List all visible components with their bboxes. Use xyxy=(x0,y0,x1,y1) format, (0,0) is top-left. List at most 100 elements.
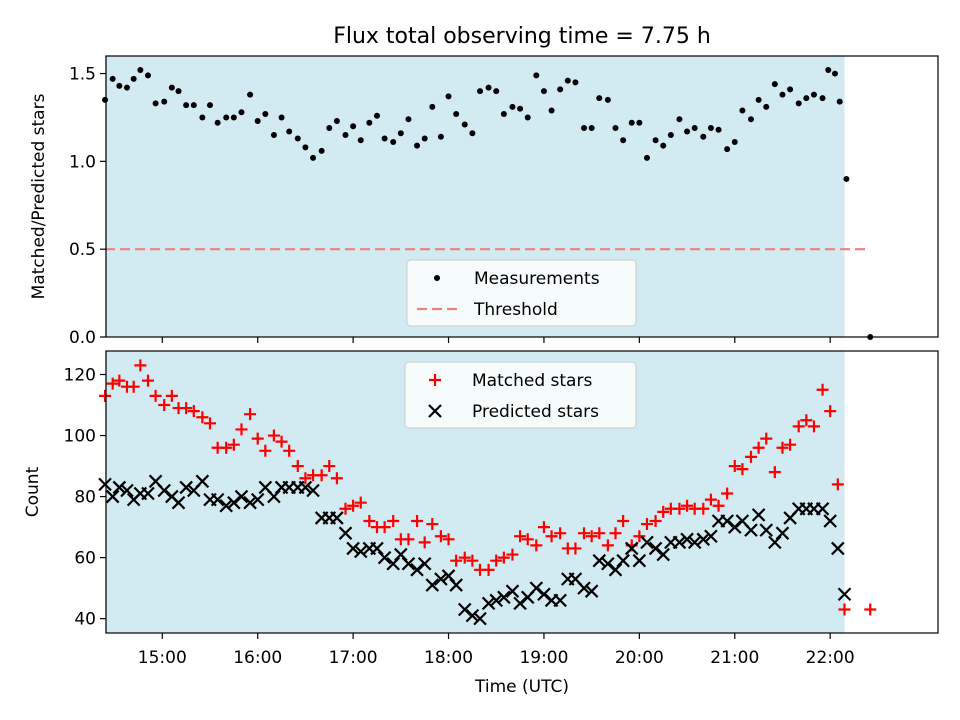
predicted-point xyxy=(346,541,360,556)
matched-point xyxy=(824,405,837,418)
chart-title: Flux total observing time = 7.75 h xyxy=(333,24,711,49)
predicted-point xyxy=(656,547,670,562)
measurement-point xyxy=(469,130,476,137)
measurement-point xyxy=(707,125,714,132)
matched-point xyxy=(633,530,646,543)
measurement-point xyxy=(109,75,116,82)
matched-point xyxy=(569,542,582,555)
predicted-point xyxy=(210,492,225,507)
matched-point xyxy=(363,514,376,527)
x-tick-label: 17:00 xyxy=(329,648,378,668)
predicted-point xyxy=(353,544,368,559)
measurement-point xyxy=(254,117,261,124)
matched-point xyxy=(244,408,257,421)
measurement-point xyxy=(437,133,444,140)
matched-point xyxy=(402,533,415,546)
measurement-point xyxy=(779,91,786,98)
matched-point xyxy=(768,466,781,479)
matched-point xyxy=(450,554,463,567)
measurement-point xyxy=(691,125,698,132)
matched-point xyxy=(521,533,534,546)
measurement-point xyxy=(262,110,269,117)
matched-point xyxy=(497,551,510,564)
measurement-point xyxy=(461,121,468,128)
measurement-point xyxy=(628,119,635,126)
predicted-point xyxy=(195,474,210,489)
measurement-point xyxy=(199,114,206,121)
predicted-point xyxy=(751,508,766,522)
matched-point xyxy=(196,411,209,424)
measurement-point xyxy=(803,95,810,102)
measurement-point xyxy=(604,96,611,103)
predicted-point xyxy=(473,611,487,626)
predicted-point xyxy=(465,608,480,623)
matched-point xyxy=(315,469,328,482)
matched-point xyxy=(490,554,503,567)
matched-point xyxy=(259,444,272,457)
measurement-point xyxy=(652,137,659,144)
matched-point xyxy=(141,374,154,387)
predicted-point xyxy=(120,483,134,498)
measurement-point xyxy=(819,95,826,102)
measurement-point xyxy=(214,119,221,126)
measurement-point xyxy=(739,107,746,114)
x-tick-label: 19:00 xyxy=(519,648,568,668)
measurement-point xyxy=(116,82,123,89)
matched-point xyxy=(323,460,336,473)
measurement-point xyxy=(397,130,404,137)
measurement-point xyxy=(326,125,333,132)
predicted-point xyxy=(616,553,630,568)
measurement-point xyxy=(700,133,707,140)
measurement-point xyxy=(477,88,484,95)
measurement-point xyxy=(825,67,832,74)
predicted-point xyxy=(672,535,687,550)
matched-point xyxy=(113,374,126,387)
predicted-point xyxy=(171,495,186,510)
measurement-point xyxy=(831,70,838,77)
legend-label: Predicted stars xyxy=(472,402,599,422)
measurement-point xyxy=(230,114,237,121)
measurement-point xyxy=(524,114,531,121)
x-tick-label: 20:00 xyxy=(615,648,664,668)
axes-frame xyxy=(105,55,939,338)
measurement-point xyxy=(533,72,540,79)
legend: Matched stars Predicted stars xyxy=(404,361,637,429)
predicted-point xyxy=(592,553,607,568)
measurement-point xyxy=(421,135,428,142)
matched-point xyxy=(411,514,424,527)
measurement-point xyxy=(771,81,778,88)
matched-point xyxy=(227,438,240,451)
count-panel: 40 60 80 100 120 15:00 16:00 17:00 18:00 19:00 20:… xyxy=(23,350,939,697)
matched-point xyxy=(697,502,710,515)
matched-point xyxy=(354,496,367,509)
y-tick-label: 100 xyxy=(64,427,96,447)
measurement-point xyxy=(724,146,731,153)
measurement-point xyxy=(660,142,667,149)
matched-point xyxy=(466,554,479,567)
legend-key-predicted xyxy=(428,404,442,418)
measurement-point xyxy=(175,88,182,95)
measurement-point xyxy=(612,125,619,132)
measurement-point xyxy=(357,137,364,144)
matched-point xyxy=(800,414,813,427)
matched-point xyxy=(816,383,829,396)
measurement-point xyxy=(238,109,245,116)
matched-point xyxy=(127,380,140,393)
matched-point xyxy=(609,527,622,540)
measurement-point xyxy=(493,88,500,95)
predicted-point xyxy=(759,523,774,537)
matched-point xyxy=(330,472,343,485)
measurement-point xyxy=(144,72,151,79)
matched-point xyxy=(760,432,773,445)
matched-point xyxy=(831,478,844,491)
predicted-point xyxy=(553,593,567,608)
matched-point xyxy=(434,530,447,543)
predicted-point xyxy=(632,553,647,568)
measurement-point xyxy=(548,107,555,114)
measurement-point xyxy=(123,84,130,91)
measurement-point xyxy=(302,144,309,151)
measurement-point xyxy=(286,128,293,135)
measurement-point xyxy=(318,147,325,154)
matched-point xyxy=(149,389,162,402)
predicted-point xyxy=(831,541,845,556)
